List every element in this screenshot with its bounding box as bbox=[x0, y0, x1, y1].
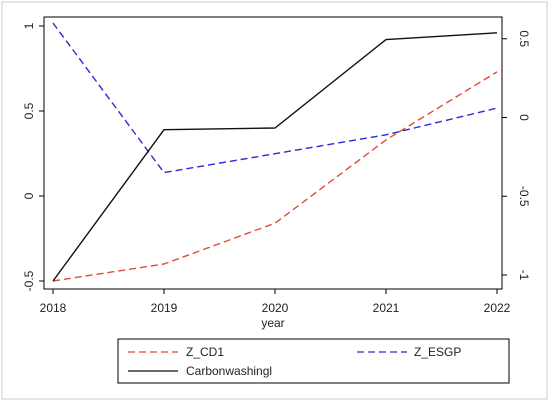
series-line-carbonwashingl bbox=[52, 32, 498, 282]
left-y-tick-label: -0.5 bbox=[22, 270, 36, 291]
x-axis: 2018 2019 2020 2021 2022 bbox=[40, 289, 511, 315]
legend-label-z-cd1: Z_CD1 bbox=[186, 345, 224, 359]
right-y-tick-label: -1 bbox=[517, 270, 531, 281]
x-tick-label: 2022 bbox=[484, 301, 511, 315]
left-y-tick-label: 1 bbox=[22, 22, 36, 29]
figure-frame bbox=[1, 1, 548, 400]
plot-area bbox=[43, 16, 503, 290]
right-y-axis: -1 -0.5 0 0.5 bbox=[502, 30, 531, 281]
legend-item-z-cd1: Z_CD1 bbox=[128, 345, 224, 359]
legend: Z_CD1 Z_ESGP Carbonwashingl bbox=[117, 338, 510, 384]
x-tick-label: 2018 bbox=[40, 301, 67, 315]
left-y-axis: -0.5 0 0.5 1 bbox=[22, 22, 44, 291]
legend-label-z-esgp: Z_ESGP bbox=[414, 345, 461, 359]
series-line-z-esgp bbox=[52, 22, 498, 174]
left-y-tick-label: 0 bbox=[22, 192, 36, 199]
legend-item-carbonwashingl: Carbonwashingl bbox=[128, 364, 272, 378]
series-layer bbox=[52, 22, 498, 282]
x-tick-label: 2020 bbox=[262, 301, 289, 315]
legend-item-z-esgp: Z_ESGP bbox=[357, 345, 461, 359]
right-y-tick-label: 0.5 bbox=[517, 30, 531, 47]
x-axis-label: year bbox=[261, 316, 284, 330]
series-line-z-cd1 bbox=[52, 71, 498, 282]
x-tick-label: 2021 bbox=[373, 301, 400, 315]
left-y-tick-label: 0.5 bbox=[22, 102, 36, 119]
legend-box bbox=[117, 338, 510, 384]
right-y-tick-label: 0 bbox=[517, 114, 531, 121]
legend-label-carbonwashingl: Carbonwashingl bbox=[186, 364, 272, 378]
right-y-tick-label: -0.5 bbox=[517, 186, 531, 207]
x-tick-label: 2019 bbox=[151, 301, 178, 315]
